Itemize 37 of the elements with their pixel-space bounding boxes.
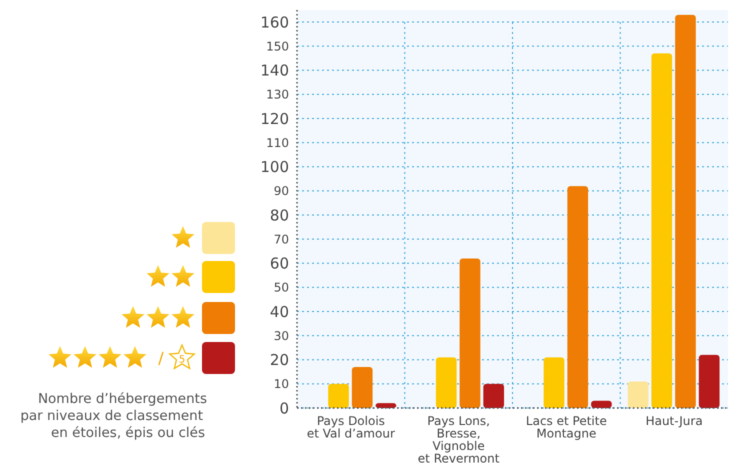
y-tick-label: 130 [266, 88, 289, 102]
x-tick-label: Pays Lons, Bresse, Vignoble et Revermont [418, 414, 500, 463]
y-tick-label: 100 [260, 158, 289, 176]
y-tick-label: 160 [260, 13, 289, 32]
bar [460, 258, 480, 408]
y-tick-label: 20 [270, 351, 289, 370]
bar [483, 384, 504, 408]
x-tick-label: Haut-Jura [646, 414, 703, 428]
bar [544, 357, 564, 408]
y-tick-label: 40 [270, 302, 289, 321]
text: / [158, 348, 164, 368]
bar [436, 357, 457, 408]
y-tick-label: 140 [260, 62, 289, 80]
bar [698, 354, 720, 408]
bar [651, 53, 672, 408]
bar [328, 384, 349, 408]
y-tick-label: 70 [274, 232, 289, 246]
y-tick-label: 60 [270, 254, 289, 273]
y-tick-label: 0 [279, 399, 289, 418]
y-tick-label: 50 [274, 280, 289, 295]
bar [591, 400, 612, 408]
y-tick-label: 120 [260, 110, 289, 128]
text: Nombre d’hébergements par niveaux de classement en étoiles, épis ou clés [20, 391, 207, 441]
y-tick-label: 150 [266, 39, 289, 54]
bar [376, 403, 396, 408]
bar [675, 14, 696, 408]
y-tick-label: 110 [266, 136, 289, 150]
y-tick-label: 30 [274, 328, 289, 343]
y-tick-label: 10 [274, 377, 289, 392]
x-tick-label: Lacs et Petite Montagne [526, 414, 607, 440]
bar [567, 186, 588, 408]
y-tick-label: 80 [270, 206, 289, 224]
bar [628, 381, 648, 408]
text: 5 [178, 354, 186, 366]
y-tick-label: 90 [274, 184, 289, 198]
bar [352, 366, 373, 408]
x-tick-label: Pays Dolois et Val d’amour [306, 414, 395, 440]
